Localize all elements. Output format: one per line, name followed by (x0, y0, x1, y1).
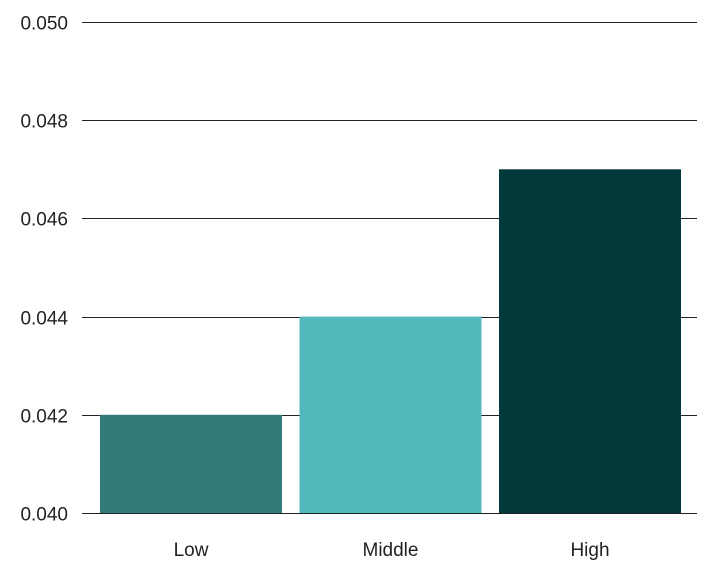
bars (82, 169, 697, 514)
bar-high (499, 169, 681, 514)
y-axis-tick-labels: 0.040 0.042 0.044 0.046 0.048 0.050 (20, 14, 68, 526)
y-tick-label-3: 0.046 (20, 210, 68, 231)
y-tick-label-0: 0.040 (20, 505, 68, 526)
bar-middle (299, 316, 482, 513)
x-category-label-low: Low (174, 540, 209, 561)
y-tick-label-5: 0.050 (20, 14, 68, 35)
y-tick-label-4: 0.048 (20, 112, 68, 133)
x-category-label-high: High (570, 540, 609, 561)
y-tick-label-2: 0.044 (20, 309, 68, 330)
x-category-label-middle: Middle (363, 540, 419, 561)
bar-low (100, 414, 282, 513)
y-tick-label-1: 0.042 (20, 407, 68, 428)
x-axis-category-labels: Low Middle High (174, 540, 610, 561)
